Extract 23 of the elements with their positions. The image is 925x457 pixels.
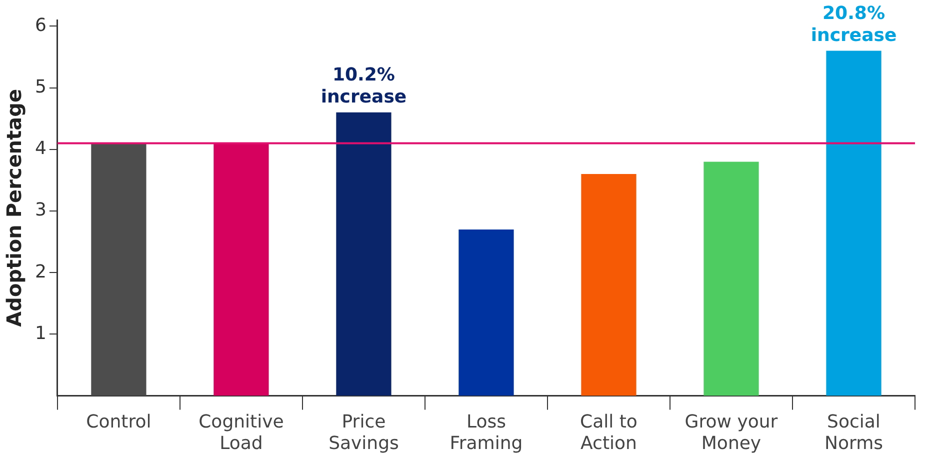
x-tick-label: Control: [86, 411, 152, 432]
bar: [214, 143, 269, 396]
y-tick-label: 5: [35, 76, 46, 98]
y-axis-title: Adoption Percentage: [2, 88, 26, 327]
x-tick-label: Cognitive Load: [198, 411, 284, 454]
x-tick-label: Social Norms: [824, 411, 883, 454]
x-tick-label: Grow your Money: [684, 411, 778, 454]
bar: [826, 50, 882, 396]
x-tick-label: Price Savings: [328, 411, 399, 454]
x-tick-label: Call to Action: [580, 411, 638, 454]
bar: [581, 174, 636, 396]
annotation: 10.2% increase: [320, 64, 407, 108]
y-tick-label: 1: [35, 322, 46, 344]
bar: [458, 229, 514, 396]
y-tick-label: 2: [35, 261, 46, 282]
y-tick-label: 3: [35, 200, 46, 221]
bar: [91, 143, 146, 396]
x-tick-label: Loss Framing: [450, 411, 523, 454]
annotation: 20.8% increase: [810, 2, 897, 46]
y-tick-label: 6: [35, 14, 46, 36]
y-tick-label: 4: [35, 138, 46, 160]
bar: [704, 162, 759, 396]
bar: [336, 112, 392, 396]
